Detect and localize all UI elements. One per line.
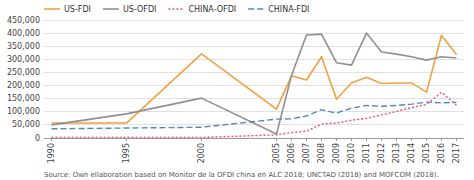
x-tick bbox=[351, 138, 352, 141]
x-tick bbox=[306, 138, 307, 141]
x-tick-label: 2012 bbox=[377, 143, 386, 163]
x-tick bbox=[441, 138, 442, 141]
y-tick-label: 300,000 bbox=[7, 55, 40, 64]
x-tick bbox=[456, 138, 457, 141]
grid-line bbox=[44, 72, 464, 73]
y-tick-label: 250,000 bbox=[7, 68, 40, 77]
grid-line bbox=[44, 124, 464, 125]
chart: 0 50,000 100,000 150,000 200,000 250,000 300,0… bbox=[0, 0, 474, 180]
legend-item: CHINA-OFDI bbox=[168, 5, 236, 14]
x-tick bbox=[201, 138, 202, 141]
x-tick bbox=[396, 138, 397, 141]
series-line bbox=[52, 102, 457, 129]
x-tick-label: 2006 bbox=[287, 143, 296, 163]
legend-swatch bbox=[248, 8, 264, 10]
x-tick bbox=[411, 138, 412, 141]
legend-label: CHINA-FDI bbox=[268, 5, 309, 14]
grid-line bbox=[44, 59, 464, 60]
x-tick-label: 1995 bbox=[122, 143, 131, 163]
legend-item: US-OFDI bbox=[103, 5, 156, 14]
legend-item: US-FDI bbox=[44, 5, 91, 14]
x-tick bbox=[366, 138, 367, 141]
grid-line bbox=[44, 138, 464, 139]
legend-swatch bbox=[103, 8, 119, 10]
x-tick bbox=[426, 138, 427, 141]
grid-line bbox=[44, 85, 464, 86]
x-tick-label: 2013 bbox=[392, 143, 401, 163]
lines bbox=[52, 33, 457, 137]
x-tick bbox=[126, 138, 127, 141]
grid-line bbox=[44, 98, 464, 99]
series-line bbox=[52, 92, 457, 137]
y-axis: 0 50,000 100,000 150,000 200,000 250,000 300,0… bbox=[7, 16, 464, 143]
x-tick-label: 2011 bbox=[362, 143, 371, 163]
x-tick-label: 2016 bbox=[437, 143, 446, 163]
y-tick-label: 200,000 bbox=[7, 81, 40, 90]
legend-label: CHINA-OFDI bbox=[188, 5, 236, 14]
x-tick-label: 2014 bbox=[407, 143, 416, 163]
x-tick bbox=[381, 138, 382, 141]
legend-item: CHINA-FDI bbox=[248, 5, 309, 14]
x-tick-label: 2008 bbox=[317, 143, 326, 163]
x-tick-label: 2009 bbox=[332, 143, 341, 163]
x-tick bbox=[276, 138, 277, 141]
grid-line bbox=[44, 20, 464, 21]
x-tick-label: 2000 bbox=[197, 143, 206, 163]
y-tick-label: 50,000 bbox=[12, 120, 40, 129]
legend: US-FDI US-OFDI CHINA-OFDI CHINA-FDI bbox=[44, 5, 309, 14]
x-tick-label: 2015 bbox=[422, 143, 431, 163]
legend-label: US-FDI bbox=[64, 5, 91, 14]
x-tick bbox=[336, 138, 337, 141]
legend-swatch bbox=[168, 8, 184, 10]
x-tick bbox=[291, 138, 292, 141]
x-axis: 1990 1995 2000 2005 2006 2007 2008 2009 2010 2011… bbox=[44, 138, 464, 163]
series-line bbox=[52, 35, 457, 123]
x-tick-label: 2010 bbox=[347, 143, 356, 163]
x-tick-label: 2005 bbox=[272, 143, 281, 163]
legend-label: US-OFDI bbox=[123, 5, 156, 14]
source-note: Source: Own ellaboration based on Monito… bbox=[44, 171, 439, 179]
x-axis-line bbox=[44, 138, 464, 139]
x-tick-label: 2017 bbox=[452, 143, 461, 163]
series-line bbox=[52, 33, 457, 134]
y-tick-label: 150,000 bbox=[7, 94, 40, 103]
x-tick bbox=[51, 138, 52, 141]
y-tick-label: 0 bbox=[35, 134, 40, 143]
grid-line bbox=[44, 46, 464, 47]
grid-line bbox=[44, 111, 464, 112]
y-tick-label: 400,000 bbox=[7, 29, 40, 38]
y-tick-label: 350,000 bbox=[7, 42, 40, 51]
x-tick-label: 2007 bbox=[302, 143, 311, 163]
grid-line bbox=[44, 33, 464, 34]
legend-swatch bbox=[44, 8, 60, 10]
x-tick bbox=[321, 138, 322, 141]
y-tick-label: 100,000 bbox=[7, 107, 40, 116]
y-tick-label: 450,000 bbox=[7, 16, 40, 25]
x-tick-label: 1990 bbox=[47, 143, 56, 163]
